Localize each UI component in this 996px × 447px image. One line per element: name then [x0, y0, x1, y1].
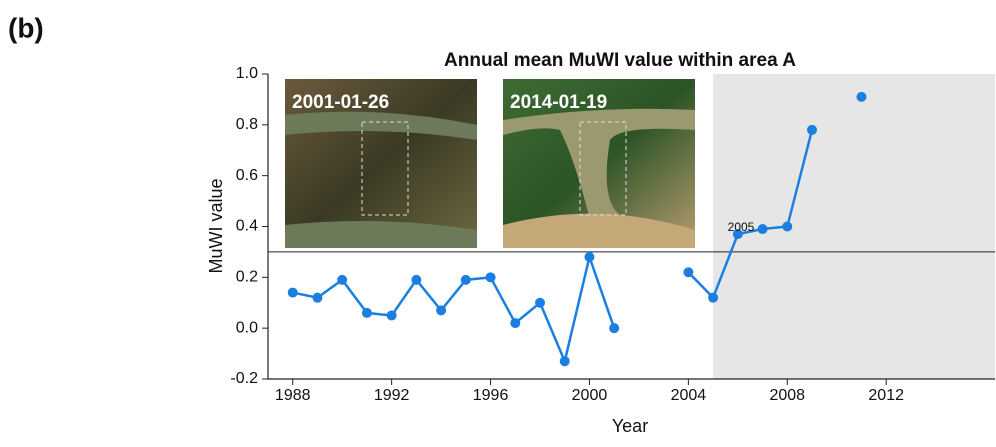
y-tick-label: 0.4 — [236, 218, 258, 235]
y-tick-label: 1.0 — [236, 65, 258, 82]
x-tick-label: 1996 — [473, 387, 509, 404]
data-point — [510, 318, 521, 329]
sand — [503, 213, 695, 248]
y-tick-label: 0.2 — [236, 269, 258, 286]
data-point — [856, 91, 867, 102]
data-point — [485, 272, 496, 283]
panel-label: (b) — [8, 12, 44, 43]
data-point — [757, 224, 768, 235]
river — [503, 108, 695, 220]
x-axis-label: Year — [612, 416, 648, 436]
inset-1: 2001-01-26 — [285, 79, 477, 248]
river — [285, 111, 477, 140]
data-point — [287, 287, 298, 298]
x-tick-label: 2012 — [868, 387, 904, 404]
inset-label: 2001-01-26 — [292, 92, 389, 113]
area-box — [579, 121, 627, 216]
shaded-region — [713, 74, 995, 379]
data-point — [609, 323, 620, 334]
data-point — [708, 292, 719, 303]
x-tick-label: 2008 — [769, 387, 805, 404]
x-tick-label: 1988 — [275, 387, 311, 404]
data-point — [460, 274, 471, 285]
data-point — [683, 267, 694, 278]
data-point — [559, 356, 570, 367]
x-tick-label: 2000 — [572, 387, 608, 404]
data-point — [411, 274, 422, 285]
y-tick-label: 0.8 — [236, 116, 258, 133]
y-tick-label: -0.2 — [230, 370, 258, 387]
data-point — [807, 124, 818, 135]
data-point — [535, 297, 546, 308]
x-tick-label: 2004 — [671, 387, 707, 404]
data-point — [584, 252, 595, 262]
annotation: 2005 — [728, 220, 755, 234]
y-tick-label: 0.0 — [236, 319, 258, 336]
river — [285, 221, 477, 248]
y-axis-label: MuWI value — [206, 178, 226, 273]
chart-title: Annual mean MuWI value within area A — [444, 50, 796, 71]
area-box — [361, 121, 409, 216]
y-tick-label: 0.6 — [236, 167, 258, 184]
inset-image — [285, 79, 477, 248]
data-point — [337, 274, 348, 285]
data-point — [732, 229, 743, 240]
data-point — [436, 305, 447, 316]
data-point — [312, 292, 323, 303]
inset-2: 2014-01-19 — [503, 79, 695, 248]
x-tick-label: 1992 — [374, 387, 410, 404]
data-point — [386, 310, 397, 321]
inset-label: 2014-01-19 — [510, 92, 607, 113]
data-point — [361, 307, 372, 318]
data-point — [782, 221, 793, 232]
